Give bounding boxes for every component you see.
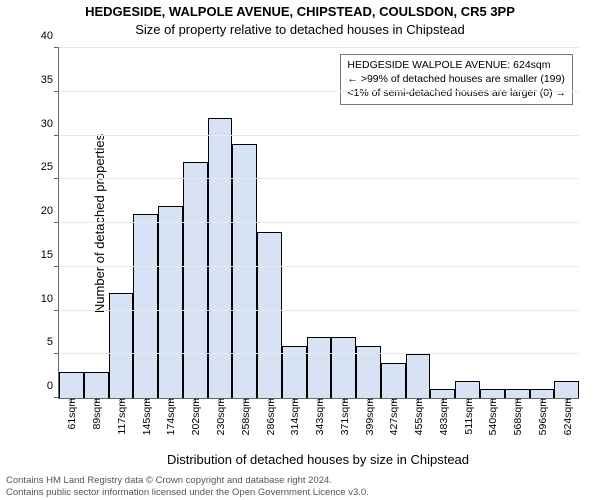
xtick-label: 258sqm — [238, 398, 252, 435]
xtick-label: 202sqm — [188, 398, 202, 435]
xtick-label: 61sqm — [64, 398, 78, 430]
xtick-label: 455sqm — [411, 398, 425, 435]
ytick-mark — [54, 222, 59, 223]
xtick-label: 596sqm — [535, 398, 549, 435]
grid-line — [59, 266, 579, 267]
xtick-label: 399sqm — [362, 398, 376, 435]
legend-box: HEDGESIDE WALPOLE AVENUE: 624sqm ← >99% … — [340, 54, 573, 105]
xtick-label: 145sqm — [139, 398, 153, 435]
grid-line — [59, 91, 579, 92]
property-size-chart: HEDGESIDE, WALPOLE AVENUE, CHIPSTEAD, CO… — [0, 0, 600, 500]
grid-line — [59, 47, 579, 48]
plot-area: 61sqm89sqm117sqm145sqm174sqm202sqm230sqm… — [58, 48, 579, 399]
ytick-label: 15 — [41, 249, 59, 261]
bar — [455, 381, 480, 399]
bar-slot: 343sqm — [307, 48, 332, 398]
ytick-label: 25 — [41, 161, 59, 173]
xtick-label: 427sqm — [386, 398, 400, 435]
ytick-label: 20 — [41, 205, 59, 217]
ytick-mark — [54, 397, 59, 398]
xtick-label: 483sqm — [436, 398, 450, 435]
xtick-label: 371sqm — [337, 398, 351, 435]
xtick-label: 343sqm — [312, 398, 326, 435]
xtick-label: 314sqm — [287, 398, 301, 435]
xtick-label: 174sqm — [163, 398, 177, 435]
bar — [430, 389, 455, 398]
bar-slot: 286sqm — [257, 48, 282, 398]
bar-slot: 230sqm — [208, 48, 233, 398]
bar — [381, 363, 406, 398]
bar — [208, 118, 233, 398]
bar-slot: 145sqm — [133, 48, 158, 398]
ytick-mark — [54, 47, 59, 48]
grid-line — [59, 222, 579, 223]
ytick-label: 5 — [47, 336, 59, 348]
bar — [257, 232, 282, 398]
grid-line — [59, 353, 579, 354]
chart-title: HEDGESIDE, WALPOLE AVENUE, CHIPSTEAD, CO… — [0, 4, 600, 19]
ytick-label: 40 — [41, 30, 59, 42]
ytick-label: 35 — [41, 74, 59, 86]
xtick-label: 540sqm — [485, 398, 499, 435]
ytick-label: 10 — [41, 293, 59, 305]
xtick-label: 624sqm — [560, 398, 574, 435]
ytick-mark — [54, 135, 59, 136]
bar — [406, 354, 431, 398]
bar — [232, 144, 257, 398]
x-axis-label: Distribution of detached houses by size … — [58, 452, 578, 467]
xtick-label: 568sqm — [510, 398, 524, 435]
legend-line-2: ← >99% of detached houses are smaller (1… — [347, 72, 566, 86]
footer-line-1: Contains HM Land Registry data © Crown c… — [6, 475, 369, 486]
ytick-mark — [54, 91, 59, 92]
footer: Contains HM Land Registry data © Crown c… — [6, 475, 369, 498]
grid-line — [59, 178, 579, 179]
bar-slot: 314sqm — [282, 48, 307, 398]
chart-subtitle: Size of property relative to detached ho… — [0, 22, 600, 37]
ytick-mark — [54, 266, 59, 267]
xtick-label: 89sqm — [89, 398, 103, 430]
bar — [505, 389, 530, 398]
bar — [530, 389, 555, 398]
bar — [133, 214, 158, 398]
ytick-label: 30 — [41, 118, 59, 130]
legend-line-3: <1% of semi-detached houses are larger (… — [347, 86, 566, 100]
bar-slot: 89sqm — [84, 48, 109, 398]
ytick-mark — [54, 353, 59, 354]
bar-slot: 202sqm — [183, 48, 208, 398]
legend-line-1: HEDGESIDE WALPOLE AVENUE: 624sqm — [347, 58, 566, 72]
xtick-label: 286sqm — [263, 398, 277, 435]
ytick-mark — [54, 178, 59, 179]
bar — [84, 372, 109, 398]
xtick-label: 117sqm — [114, 398, 128, 435]
footer-line-2: Contains public sector information licen… — [6, 487, 369, 498]
bar — [158, 206, 183, 399]
bar — [331, 337, 356, 398]
ytick-label: 0 — [47, 380, 59, 392]
bar — [59, 372, 84, 398]
ytick-mark — [54, 310, 59, 311]
bar-slot: 61sqm — [59, 48, 84, 398]
grid-line — [59, 310, 579, 311]
bar — [480, 389, 505, 398]
bar-slot: 258sqm — [232, 48, 257, 398]
xtick-label: 230sqm — [213, 398, 227, 435]
xtick-label: 511sqm — [461, 398, 475, 435]
bar — [307, 337, 332, 398]
bar — [554, 381, 579, 399]
bar-slot: 174sqm — [158, 48, 183, 398]
bar-slot: 117sqm — [109, 48, 134, 398]
grid-line — [59, 135, 579, 136]
bar — [183, 162, 208, 398]
